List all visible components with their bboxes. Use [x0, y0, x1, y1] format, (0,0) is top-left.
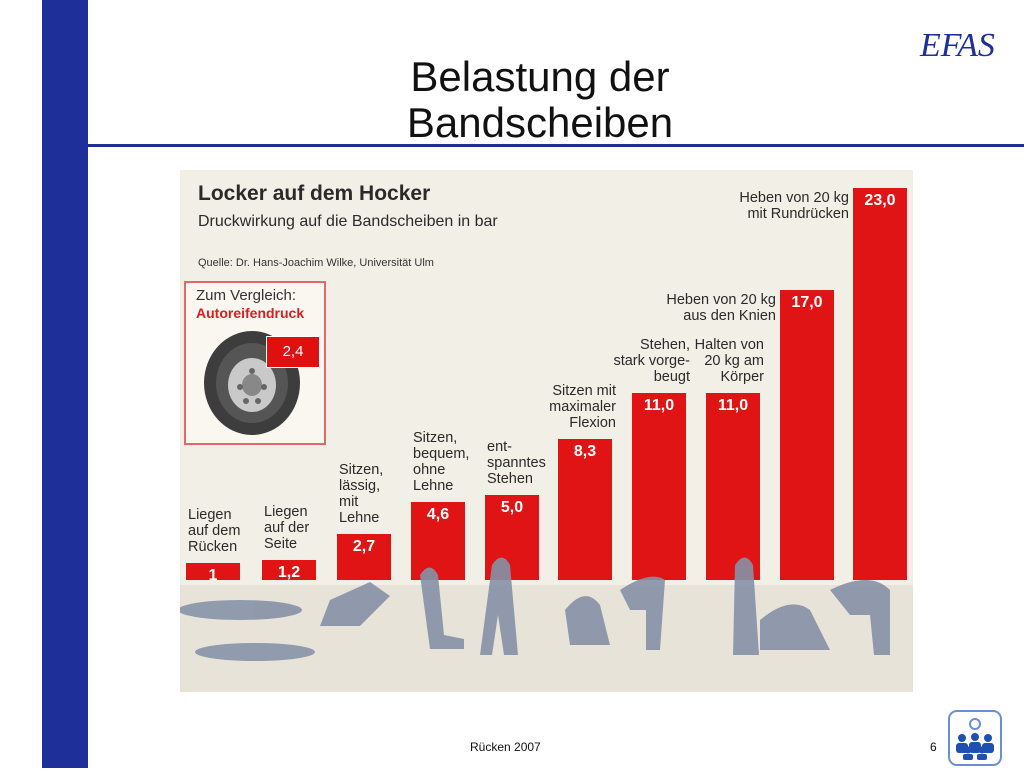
lying-side-figure	[195, 643, 315, 661]
sitting-upright-figure	[420, 567, 464, 649]
chart-source: Quelle: Dr. Hans-Joachim Wilke, Universi…	[198, 257, 434, 269]
category-label: Sitzen, bequem, ohne Lehne	[413, 429, 470, 494]
chart-figure: Locker auf dem Hocker Druckwirkung auf d…	[180, 170, 913, 692]
category-label: Heben von 20 kg mit Rundrücken	[739, 190, 849, 222]
bar	[262, 559, 316, 580]
bar	[337, 533, 391, 580]
bar	[780, 290, 834, 580]
posture-illustrations	[180, 557, 890, 661]
bar	[853, 188, 907, 580]
title-divider	[88, 144, 1024, 147]
comparison-label: Zum Vergleich:	[196, 287, 297, 304]
slide-title: Belastung der Bandscheiben	[406, 53, 674, 146]
lifting-knees-figure	[760, 604, 830, 650]
standing-bent-figure	[620, 576, 665, 650]
bar	[411, 501, 465, 580]
bar-value-label: 4,6	[426, 505, 450, 523]
category-label: ent- spanntes Stehen	[487, 438, 546, 487]
category-label: Sitzen mit maximaler Flexion	[549, 382, 616, 431]
comparison-value: 2,4	[266, 336, 320, 368]
category-label: Liegen auf dem Rücken	[188, 506, 241, 555]
standing-figure	[480, 557, 518, 655]
chart-title: Locker auf dem Hocker	[198, 182, 431, 205]
bar	[186, 562, 240, 580]
bar	[632, 392, 686, 580]
left-accent-bar	[42, 0, 88, 768]
category-label: Liegen auf der Seite	[264, 503, 310, 552]
bar-value-label: 8,3	[573, 442, 597, 460]
page-number: 6	[930, 740, 937, 754]
footer-text: Rücken 2007	[470, 740, 541, 754]
efas-logo: EFAS	[919, 27, 995, 64]
holding-weight-figure	[733, 557, 759, 655]
chart-subtitle: Druckwirkung auf die Bandscheiben in bar	[198, 213, 498, 230]
team-icon	[948, 710, 1002, 766]
lifting-rounded-figure	[830, 580, 890, 655]
lying-back-figure	[180, 600, 302, 620]
category-label: Sitzen, lässig, mit Lehne	[339, 461, 384, 526]
logo-lettering: EFAS	[919, 27, 995, 64]
comparison-highlight: Autoreifendruck	[196, 305, 305, 321]
bar-value-label: 1,2	[277, 563, 301, 581]
category-label: Stehen, stark vorge- beugt	[613, 336, 690, 385]
bar-value-label: 1	[208, 566, 218, 584]
category-label: Heben von 20 kg aus den Knien	[666, 292, 776, 325]
bar-value-label: 17,0	[791, 294, 823, 312]
sitting-flexed-figure	[565, 596, 610, 645]
bar-value-label: 11,0	[717, 396, 749, 414]
bar-value-label: 23,0	[864, 192, 896, 209]
bar-value-label: 5,0	[500, 498, 524, 516]
comparison-box: Zum Vergleich: Autoreifendruck 2,4	[184, 281, 326, 445]
bar-value-label: 11,0	[643, 396, 675, 414]
sitting-leaning-figure	[320, 582, 390, 626]
category-label: Halten von 20 kg am Körper	[694, 336, 764, 385]
bar	[706, 392, 760, 580]
bar	[558, 438, 612, 580]
bar-value-label: 2,7	[352, 537, 376, 555]
